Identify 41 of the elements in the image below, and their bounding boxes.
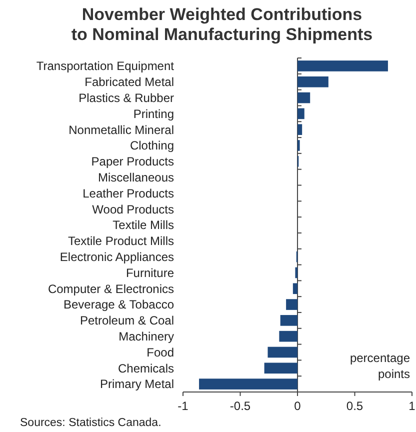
y-tick-label: Textile Product Mills: [68, 234, 174, 248]
x-tick-label: -0.5: [230, 399, 251, 413]
bar: [264, 362, 298, 374]
y-tick-label: Computer & Electronics: [48, 282, 174, 296]
bar: [279, 330, 298, 342]
y-tick-label: Furniture: [126, 266, 174, 280]
bar: [292, 283, 298, 294]
y-tick-label: Electronic Appliances: [60, 250, 174, 264]
bar: [286, 299, 298, 310]
bar: [298, 108, 304, 120]
x-tick-label: 0: [294, 399, 302, 413]
y-tick-label: Fabricated Metal: [84, 75, 174, 90]
chart-title: November Weighted Contributions to Nominal Manufacturing Shipments: [71, 5, 373, 44]
y-tick-label: Paper Products: [91, 154, 174, 169]
x-tick-label: 0.5: [346, 399, 364, 413]
y-tick-label: Food: [146, 345, 174, 360]
x-tick-label: -1: [178, 399, 189, 413]
bar: [268, 346, 298, 358]
bar: [199, 378, 298, 390]
y-tick-label: Beverage & Tobacco: [63, 298, 174, 312]
y-tick-label: Chemicals: [118, 361, 174, 376]
source-note: Sources: Statistics Canada.: [20, 417, 162, 429]
bar: [298, 76, 328, 88]
y-tick-label: Leather Products: [82, 186, 174, 200]
y-tick-label: Printing: [133, 106, 174, 121]
x-axis-title: percentage points: [350, 351, 410, 381]
y-tick-label: Transportation Equipment: [36, 59, 175, 74]
y-tick-label: Miscellaneous: [98, 170, 174, 184]
y-tick-label: Machinery: [118, 330, 174, 344]
bar: [280, 315, 298, 326]
y-tick-label: Primary Metal: [100, 377, 174, 392]
y-tick-label: Plastics & Rubber: [78, 90, 174, 105]
y-tick-label: Nonmetallic Mineral: [68, 122, 174, 137]
y-tick-label: Clothing: [130, 138, 174, 153]
y-tick-label: Wood Products: [92, 202, 174, 216]
x-tick-label: 1: [408, 399, 416, 413]
bar: [298, 60, 388, 72]
bar: [298, 124, 302, 135]
y-tick-label: Petroleum & Coal: [80, 314, 174, 328]
y-tick-label: Textile Mills: [112, 218, 174, 232]
bar: [298, 92, 310, 104]
